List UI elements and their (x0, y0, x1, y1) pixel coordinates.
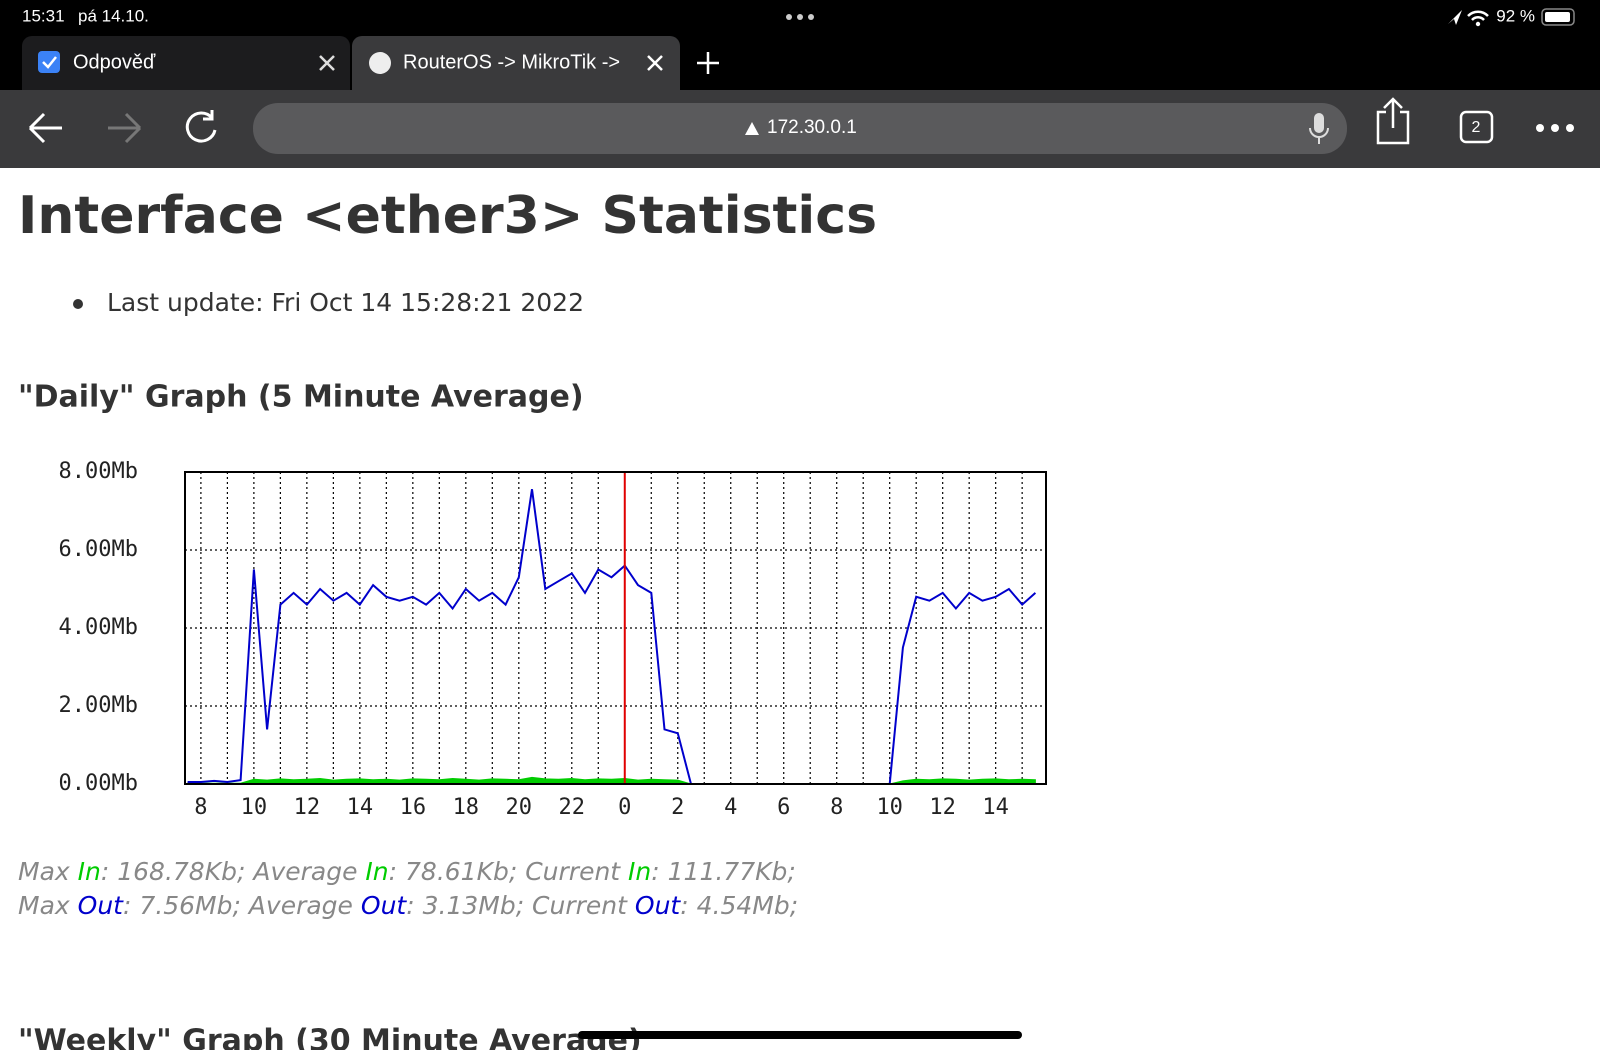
section-heading: "Daily" Graph (5 Minute Average) (18, 380, 584, 415)
plot-frame (184, 471, 1047, 785)
stats-text: Max (18, 891, 78, 920)
x-tick-label: 10 (241, 795, 268, 820)
share-button[interactable] (1376, 97, 1410, 145)
stats-line: Max In: 168.78Kb; Average In: 78.61Kb; C… (18, 857, 796, 886)
x-tick-label: 16 (400, 795, 427, 820)
home-indicator (578, 1031, 1022, 1039)
x-tick-label: 2 (671, 795, 684, 820)
date: pá 14.10. (78, 6, 149, 25)
stats-line: Max Out: 7.56Mb; Average Out: 3.13Mb; Cu… (18, 891, 798, 920)
url[interactable]: 172.30.0.1 (767, 117, 857, 138)
clock: 15:31 (22, 6, 65, 25)
back-button[interactable] (28, 112, 62, 144)
stats-text: : 7.56Mb; Average (123, 891, 361, 920)
forward-button[interactable] (108, 112, 142, 144)
reload-button[interactable] (185, 110, 217, 143)
x-tick-label: 14 (347, 795, 374, 820)
stats-text: : 111.77Kb; (651, 857, 796, 886)
x-tick-label: 10 (876, 795, 903, 820)
series-name: In (365, 857, 388, 886)
chart: 0.00Mb 2.00Mb 4.00Mb 6.00Mb 8.00Mb 8 10 12 14 16 1… (59, 459, 1047, 820)
y-tick-label: 6.00Mb (59, 537, 138, 562)
series-name: Out (635, 891, 682, 920)
tab-globe (369, 52, 391, 74)
series-name: In (78, 857, 101, 886)
location-icon (1448, 10, 1462, 25)
x-tick-label: 6 (777, 795, 790, 820)
tab-active[interactable] (352, 36, 680, 90)
bullet (73, 299, 83, 309)
new-tab[interactable] (697, 52, 719, 74)
y-tick-label: 8.00Mb (59, 459, 138, 484)
tab[interactable] (22, 36, 350, 90)
battery-level (1545, 12, 1570, 22)
tab-close[interactable] (319, 55, 335, 71)
menu-button[interactable] (1536, 124, 1574, 132)
tab-count[interactable]: 2 (1472, 119, 1481, 136)
favicon-check (42, 56, 57, 69)
series-name: In (628, 857, 651, 886)
y-tick-label: 0.00Mb (59, 771, 138, 796)
mic-icon[interactable] (1314, 113, 1324, 133)
x-tick-label: 8 (194, 795, 207, 820)
stats-text: : 78.61Kb; Current (389, 857, 628, 886)
battery-percent: 92 % (1496, 6, 1535, 25)
address-field[interactable] (253, 103, 1347, 154)
mic-stand (1309, 127, 1329, 144)
tab-favicon (38, 51, 60, 73)
y-tick-label: 4.00Mb (59, 615, 138, 640)
tab-title[interactable]: Odpověď (73, 51, 156, 73)
in-area (187, 776, 1036, 785)
x-tick-label: 14 (982, 795, 1009, 820)
tabs-button[interactable] (1459, 110, 1494, 144)
stats-text: Max (18, 857, 78, 886)
tab-close[interactable] (647, 55, 663, 71)
page-title: Interface <ether3> Statistics (18, 186, 877, 246)
wifi-icon (1467, 10, 1489, 21)
section-heading: "Weekly" Graph (30 Minute Average) (18, 1024, 642, 1050)
x-tick-label: 20 (506, 795, 533, 820)
tab-title[interactable]: RouterOS -> MikroTik -> (403, 51, 620, 73)
multitask-dots[interactable] (786, 14, 814, 20)
last-update: Last update: Fri Oct 14 15:28:21 2022 (107, 288, 584, 317)
out-line (187, 489, 1037, 785)
wifi-dot (1475, 21, 1481, 27)
series-name: Out (361, 891, 408, 920)
x-tick-label: 8 (830, 795, 843, 820)
y-tick-label: 2.00Mb (59, 693, 138, 718)
x-tick-label: 22 (559, 795, 586, 820)
insecure-icon (745, 122, 759, 135)
stats-text: : 3.13Mb; Current (406, 891, 635, 920)
x-tick-label: 0 (618, 795, 631, 820)
x-tick-label: 18 (453, 795, 480, 820)
x-tick-label: 12 (929, 795, 956, 820)
series-name: Out (78, 891, 125, 920)
x-tick-label: 12 (294, 795, 321, 820)
stats-text: : 168.78Kb; Average (101, 857, 366, 886)
x-tick-label: 4 (724, 795, 737, 820)
battery-icon (1541, 8, 1575, 26)
stats-text: : 4.54Mb; (680, 891, 798, 920)
